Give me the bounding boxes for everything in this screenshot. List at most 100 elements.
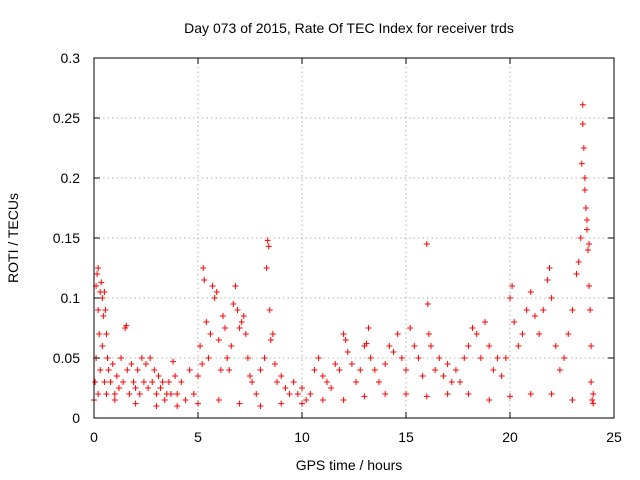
data-point [244,355,251,361]
data-point [527,289,534,295]
data-point [147,355,154,361]
x-tick-label: 10 [294,429,310,445]
data-point [299,400,305,407]
data-point [228,343,235,349]
data-point [240,313,247,319]
data-point [328,385,335,391]
data-point [242,331,249,337]
data-point [103,331,110,337]
data-point [190,391,197,397]
y-tick-labels: 0 0.05 0.1 0.15 0.2 0.25 0.3 [53,50,80,426]
data-point [261,355,268,361]
data-point [211,295,218,301]
data-point [452,367,459,373]
data-point [382,361,389,367]
data-point [586,241,593,247]
data-point [490,367,497,373]
data-point [569,307,576,313]
data-point [236,325,243,331]
data-point [186,367,193,373]
data-point [577,235,584,241]
data-point [200,265,207,271]
data-point [101,289,108,295]
data-point [182,397,189,403]
data-point [580,145,587,151]
data-point [128,361,135,367]
data-point [578,160,585,167]
data-point [130,379,137,385]
data-point [282,385,289,391]
data-point [99,343,106,349]
data-point [102,307,109,313]
data-point [509,283,516,289]
data-point [575,259,582,265]
data-point [486,397,493,403]
data-point [109,361,116,367]
data-point [149,379,156,385]
data-point [469,325,476,331]
y-tick-label: 0.25 [53,110,80,126]
data-point [323,379,330,385]
data-point [579,101,586,108]
data-point [257,403,264,409]
data-point [444,361,451,367]
data-point [134,367,141,373]
data-point [274,379,281,385]
x-tick-label: 5 [194,429,202,445]
data-point [167,391,174,397]
data-point [407,325,414,331]
data-point [432,367,439,373]
data-point [403,367,409,373]
data-point [97,367,104,373]
data-point [217,367,224,373]
data-point [582,205,589,211]
data-point [174,391,181,397]
data-point [124,367,131,373]
data-point [265,243,272,250]
data-point [590,400,597,407]
data-point [178,379,185,385]
data-point [286,391,293,397]
data-point [519,331,526,337]
data-point [536,331,543,337]
data-point [448,379,455,385]
data-point [569,397,576,403]
data-point [145,385,152,391]
data-point [457,379,464,385]
data-point [234,307,241,313]
data-point [507,393,513,400]
data-point [209,283,216,289]
data-point [205,355,212,361]
data-point [363,340,370,347]
data-point [132,400,139,407]
data-point [226,367,233,373]
data-point [581,175,588,181]
axis-ticks [93,57,615,419]
data-point [136,391,143,397]
data-point [96,331,103,337]
data-point [138,355,145,361]
data-point [201,277,208,283]
data-point [95,307,102,313]
data-point [101,379,108,385]
data-point [507,295,513,301]
data-point [143,361,149,367]
data-point [315,355,322,361]
data-point [267,337,274,343]
data-point [213,289,220,295]
y-tick-label: 0.2 [61,170,81,186]
data-point [215,337,222,343]
data-point [403,391,409,397]
data-point [588,343,595,349]
data-point [107,379,114,385]
data-point [100,313,107,319]
data-point [311,367,318,373]
data-point [375,379,382,385]
data-point [461,355,468,361]
data-point [92,379,99,385]
x-tick-labels: 0 5 10 15 20 25 [90,429,622,445]
data-point [161,397,168,403]
data-point [236,400,243,407]
data-point [371,367,378,373]
y-tick-label: 0.15 [53,230,80,246]
